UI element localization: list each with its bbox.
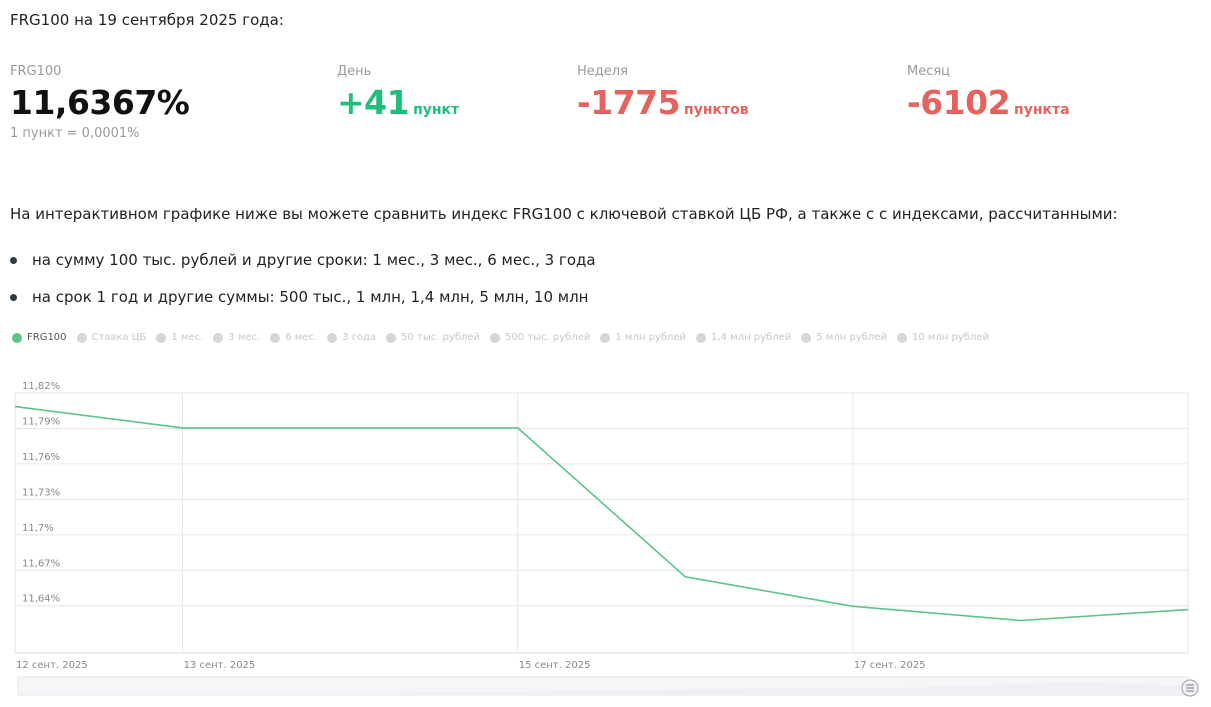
legend-label: 10 млн рублей [911,332,989,343]
legend-item-500k[interactable]: 500 тыс. рублей [490,332,590,343]
y-tick-label: 11,67% [22,558,60,569]
page-headline: FRG100 на 19 сентября 2025 года: [10,11,284,29]
x-tick-label: 15 сент. 2025 [519,660,591,671]
chart-legend: FRG100 Ставка ЦБ 1 мес. 3 мес. 6 мес. 3 … [12,332,999,343]
stat-day: День +41 пункт [337,64,459,122]
legend-dot-icon [327,332,338,343]
legend-dot-icon [12,332,22,343]
legend-dot-icon [386,332,397,343]
stat-week-label: Неделя [577,64,628,79]
stat-month-label: Месяц [907,64,951,79]
bullet-list: на сумму 100 тыс. рублей и другие сроки:… [10,249,596,323]
bullet-text: на сумму 100 тыс. рублей и другие сроки:… [32,251,596,269]
stat-index-note: 1 пункт = 0,0001% [10,126,140,141]
bullet-item: на сумму 100 тыс. рублей и другие сроки:… [10,249,596,286]
legend-label: 6 мес. [285,332,318,343]
legend-dot-icon [600,332,611,343]
stat-day-unit: пункт [413,102,460,118]
chart-series [14,405,1189,622]
legend-label: 3 года [342,332,377,343]
x-tick-label: 12 сент. 2025 [16,660,88,671]
legend-item-frg100[interactable]: FRG100 [12,332,67,343]
stat-index-value: 11,6367% [10,83,190,122]
stat-week-value: -1775 [577,83,681,122]
stat-index: FRG100 11,6367% 1 пункт = 0,0001% [10,64,190,141]
stat-day-label: День [337,64,372,79]
legend-label: 500 тыс. рублей [505,332,591,343]
y-tick-label: 11,79% [22,416,60,427]
stat-week-unit: пунктов [684,102,749,118]
bullet-dot-icon [10,257,17,264]
legend-dot-icon [696,332,707,343]
y-tick-label: 11,82% [22,381,60,392]
x-axis: 12 сент. 2025 13 сент. 2025 15 сент. 2025 1… [16,660,926,671]
legend-item-6m[interactable]: 6 мес. [270,332,317,343]
legend-item-key-rate[interactable]: Ставка ЦБ [76,332,147,343]
legend-dot-icon [490,332,501,343]
legend-item-1m[interactable]: 1 мес. [156,332,203,343]
legend-dot-icon [76,332,87,343]
stat-index-label: FRG100 [10,64,62,79]
legend-label: 50 тыс. рублей [401,332,481,343]
legend-label: 1,4 млн рублей [711,332,792,343]
y-tick-label: 11,7% [22,523,54,534]
navigator-area [18,682,1188,695]
legend-label: 5 млн рублей [816,332,887,343]
legend-dot-icon [213,332,224,343]
chart-grid [14,392,1189,654]
legend-item-10m-rub[interactable]: 10 млн рублей [896,332,989,343]
x-tick-label: 13 сент. 2025 [184,660,256,671]
intro-text: На интерактивном графике ниже вы можете … [10,205,1118,223]
bullet-text: на срок 1 год и другие суммы: 500 тыс., … [32,288,589,306]
legend-label: FRG100 [27,332,67,343]
legend-item-1m-rub[interactable]: 1 млн рублей [600,332,686,343]
legend-dot-icon [896,332,907,343]
chart-navigator[interactable] [17,676,1199,697]
legend-item-5m-rub[interactable]: 5 млн рублей [801,332,887,343]
x-tick-label: 17 сент. 2025 [854,660,926,671]
stat-day-value: +41 [337,83,410,122]
legend-label: 1 мес. [171,332,204,343]
legend-item-50k[interactable]: 50 тыс. рублей [386,332,480,343]
legend-dot-icon [270,332,281,343]
legend-item-3y[interactable]: 3 года [327,332,376,343]
legend-dot-icon [156,332,167,343]
stat-week: Неделя -1775 пунктов [577,64,749,122]
stat-month-value: -6102 [907,83,1011,122]
stat-month-unit: пункта [1014,102,1070,118]
legend-item-1-4m-rub[interactable]: 1,4 млн рублей [696,332,791,343]
legend-label: Ставка ЦБ [91,332,147,343]
legend-label: 3 мес. [228,332,261,343]
bullet-item: на срок 1 год и другие суммы: 500 тыс., … [10,286,596,323]
legend-item-3m[interactable]: 3 мес. [213,332,260,343]
bullet-dot-icon [10,294,17,301]
legend-label: 1 млн рублей [615,332,687,343]
stat-month: Месяц -6102 пункта [907,64,1070,122]
y-tick-label: 11,76% [22,452,60,463]
y-axis: 11,82% 11,79% 11,76% 11,73% 11,7% 11,67% 11,64… [22,381,60,605]
y-tick-label: 11,73% [22,487,60,498]
y-tick-label: 11,64% [22,594,60,605]
line-chart[interactable]: 11,82% 11,79% 11,76% 11,73% 11,7% 11,67% 11,64… [0,370,1211,705]
legend-dot-icon [801,332,812,343]
series-line-frg100 [14,405,1189,622]
